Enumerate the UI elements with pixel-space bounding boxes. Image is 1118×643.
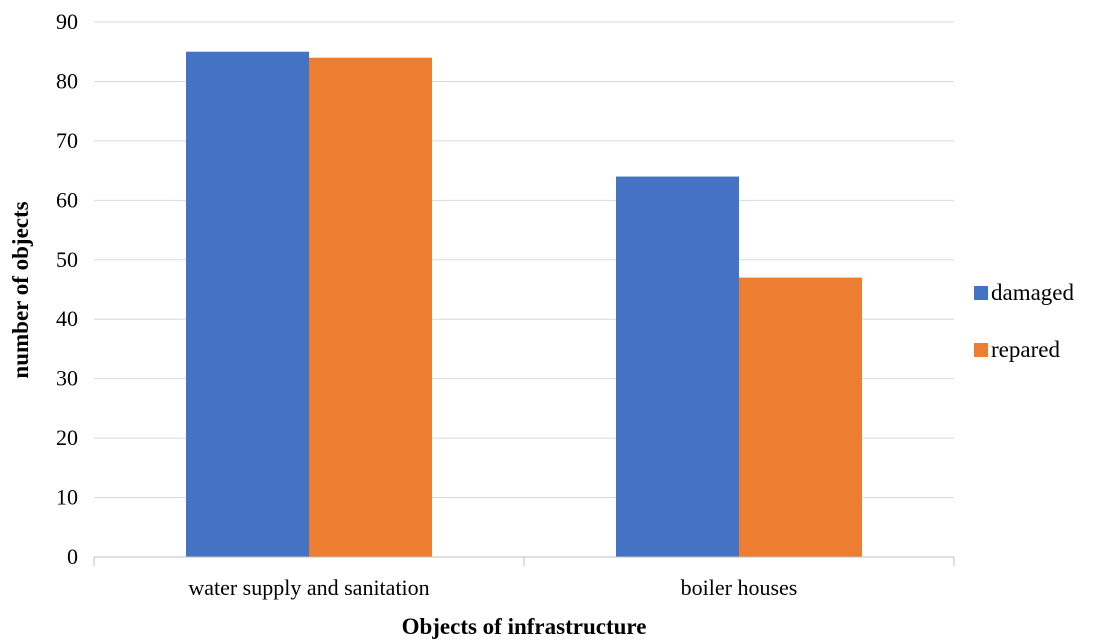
legend-swatch-repared (974, 343, 988, 357)
legend-label-damaged: damaged (991, 280, 1075, 305)
axes (93, 556, 955, 566)
bar-repared (309, 57, 432, 558)
x-tick-labels: water supply and sanitation boiler houses (188, 575, 797, 600)
y-axis-title: number of objects (8, 201, 33, 378)
y-tick-labels: 0 10 20 30 40 50 60 70 80 90 (56, 9, 78, 569)
legend-label-repared: repared (991, 337, 1060, 362)
y-tick-label: 50 (56, 247, 78, 272)
x-tick-label: boiler houses (681, 575, 798, 600)
y-tick-label: 30 (56, 366, 78, 391)
y-tick-label: 0 (67, 544, 78, 569)
y-tick-label: 10 (56, 485, 78, 510)
x-axis-title: Objects of infrastructure (402, 614, 647, 639)
y-tick-label: 90 (56, 9, 78, 34)
y-tick-label: 70 (56, 128, 78, 153)
legend-swatch-damaged (974, 286, 988, 300)
x-tick-label: water supply and sanitation (188, 575, 429, 600)
y-tick-label: 80 (56, 68, 78, 93)
legend: damaged repared (974, 280, 1075, 362)
bar-repared (739, 277, 862, 557)
bars-group (186, 51, 862, 558)
bar-damaged (186, 51, 309, 557)
y-tick-label: 40 (56, 306, 78, 331)
bar-damaged (616, 176, 739, 558)
y-tick-label: 60 (56, 187, 78, 212)
y-tick-label: 20 (56, 425, 78, 450)
